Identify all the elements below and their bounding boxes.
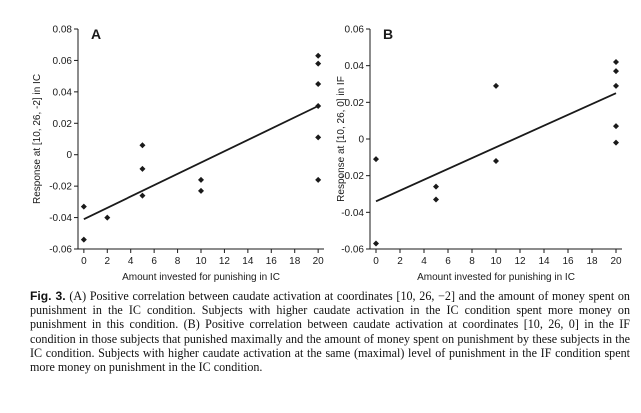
y-tick-label: 0.04: [53, 87, 73, 98]
y-tick-label: 0.08: [53, 25, 73, 36]
y-tick-label: 0: [358, 135, 364, 146]
y-axis-label: Response at [10, 26, 0] in IF: [336, 76, 347, 202]
x-tick-label: 6: [151, 256, 157, 267]
x-tick-label: 8: [469, 256, 475, 267]
data-point: [198, 176, 204, 183]
data-point: [433, 183, 439, 190]
y-tick-label: -0.06: [49, 245, 72, 256]
data-point: [373, 240, 379, 247]
panel-label: A: [91, 26, 101, 42]
x-tick-label: 20: [313, 256, 325, 267]
y-tick-label: 0.06: [53, 56, 73, 67]
data-point: [493, 158, 499, 164]
chart-panel-a: -0.06 -0.04 -0.02 0 0.02 0.04 0.06 0.08 0 2 4 6 8 10 1…: [32, 25, 324, 284]
x-tick-label: 10: [490, 256, 502, 267]
data-point: [315, 134, 322, 141]
figure-panels: -0.06 -0.04 -0.02 0 0.02 0.04 0.06 0.08 0 2 4 6 8 10 1…: [32, 25, 622, 284]
x-axis-label: Amount invested for punishing in IC: [417, 272, 575, 283]
x-tick-label: 16: [562, 256, 574, 267]
x-tick-label: 4: [421, 256, 427, 267]
x-tick-label: 10: [195, 256, 207, 267]
data-point: [613, 59, 619, 65]
data-point: [198, 187, 204, 194]
x-tick-label: 2: [397, 256, 403, 267]
y-tick-label: -0.04: [341, 208, 364, 219]
x-tick-label: 2: [105, 256, 111, 267]
x-tick-label: 12: [219, 256, 231, 267]
panel-label: B: [383, 26, 393, 42]
data-point: [373, 156, 379, 163]
x-tick-label: 6: [445, 256, 451, 267]
x-tick-label: 4: [128, 256, 134, 267]
data-point: [80, 236, 87, 243]
data-point: [613, 123, 619, 130]
y-tick-label: 0.02: [345, 98, 365, 109]
y-axis-label: Response at [10, 26, -2] in IC: [32, 74, 43, 204]
x-tick-label: 20: [610, 256, 622, 267]
data-point: [139, 165, 146, 172]
data-point: [139, 192, 146, 199]
regression-line: [83, 105, 319, 220]
y-tick-label: 0.06: [345, 25, 365, 36]
data-point: [315, 81, 322, 87]
y-tick-label: 0: [66, 150, 72, 161]
x-tick-label: 16: [266, 256, 278, 267]
data-point: [613, 139, 619, 146]
data-point: [433, 196, 439, 203]
y-tick-label: 0.04: [345, 61, 365, 72]
data-point: [104, 214, 111, 221]
y-tick-label: -0.06: [341, 245, 364, 256]
caption-label: Fig. 3.: [30, 289, 66, 303]
caption-text: (A) Positive correlation between caudate…: [30, 289, 630, 375]
x-tick-label: 0: [81, 256, 87, 267]
data-point: [493, 82, 499, 89]
x-tick-label: 18: [586, 256, 598, 267]
data-point: [315, 52, 322, 59]
x-tick-label: 14: [242, 256, 254, 267]
x-tick-label: 12: [514, 256, 526, 267]
x-tick-label: 14: [538, 256, 550, 267]
y-tick-label: 0.02: [53, 119, 73, 130]
chart-panel-b: -0.06 -0.04 -0.02 0 0.02 0.04 0.06 0 2 4 6 8 10 12 14 1…: [336, 25, 622, 283]
data-point: [613, 82, 619, 89]
y-tick-label: -0.02: [341, 171, 364, 182]
x-axis-label: Amount invested for punishing in IC: [122, 272, 280, 283]
y-tick-label: -0.04: [49, 213, 72, 224]
data-point: [80, 203, 87, 210]
data-point: [613, 68, 619, 75]
x-tick-label: 8: [175, 256, 181, 267]
x-tick-label: 18: [289, 256, 301, 267]
x-tick-label: 0: [373, 256, 379, 267]
y-tick-label: -0.02: [49, 182, 72, 193]
data-point: [315, 176, 322, 183]
regression-line: [375, 92, 617, 203]
data-point: [315, 60, 322, 67]
figure-caption: Fig. 3. (A) Positive correlation between…: [30, 289, 630, 374]
data-point: [315, 103, 322, 109]
data-point: [139, 142, 146, 149]
